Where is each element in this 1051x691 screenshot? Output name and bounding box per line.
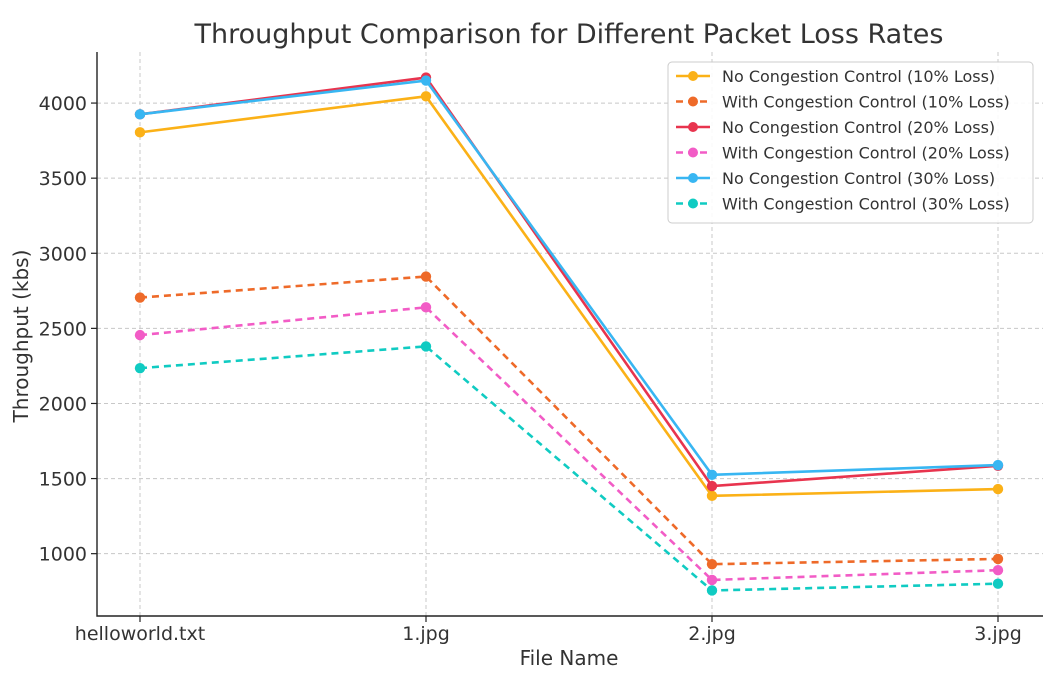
legend-marker [688,96,698,107]
series-4 [134,75,1004,481]
data-point [134,292,146,303]
legend-label: No Congestion Control (10% Loss) [722,67,995,86]
series-0 [134,91,1004,502]
data-point [134,127,146,138]
series-line [139,345,999,592]
y-tick-label: 3000 [39,243,87,265]
series-line [139,76,999,488]
data-point [420,75,432,86]
series-line [139,95,999,498]
legend-item: No Congestion Control (20% Loss) [676,118,995,137]
legend-item: With Congestion Control (10% Loss) [676,93,1010,112]
y-tick-label: 2500 [39,318,87,340]
legend-box [667,61,1034,224]
data-point [992,553,1004,565]
series-5 [134,341,1004,596]
x-tick-label: helloworld.txt [75,623,205,645]
tick-labels: 1000 1500 2000 2500 3000 3500 4000 helloworld.t… [39,93,1022,645]
data-point [706,585,718,596]
legend-label: With Congestion Control (10% Loss) [722,93,1010,112]
legend-marker [688,173,698,183]
data-point [134,329,146,341]
data-point [420,271,432,282]
y-tick-label: 4000 [39,93,87,115]
legend-item: With Congestion Control (20% Loss) [676,144,1010,163]
data-point [420,302,432,313]
data-point [420,341,432,352]
data-point [706,490,718,502]
series-line [139,306,999,582]
y-tick-label: 3500 [39,168,87,190]
series-line [139,275,999,566]
series-1 [134,271,1004,570]
series-3 [134,302,1004,586]
x-tick-label: 2.jpg [688,623,736,645]
y-tick-label: 1500 [39,469,87,491]
data-point [134,109,146,120]
chart-title: Throughput Comparison for Different Pack… [194,19,944,50]
legend-item: No Congestion Control (10% Loss) [676,67,995,86]
legend-label: No Congestion Control (20% Loss) [722,118,995,137]
data-point [706,480,718,492]
legend-label: With Congestion Control (20% Loss) [722,144,1010,163]
legend-item: With Congestion Control (30% Loss) [676,195,1010,214]
axes [91,52,1043,622]
y-axis-label: Throughput (kbs) [9,250,33,424]
data-point [706,574,718,586]
y-tick-label: 2000 [39,393,87,415]
data-point [134,362,146,374]
legend-marker [688,71,698,81]
x-tick-label: 3.jpg [974,623,1022,645]
legend-label: No Congestion Control (30% Loss) [722,169,995,188]
data-point [706,469,718,481]
legend-marker [688,198,698,209]
y-tick-label: 1000 [39,544,87,566]
series-lines [134,72,1004,596]
x-tick-label: 1.jpg [402,623,450,645]
data-point [992,564,1004,576]
data-point [420,91,432,102]
legend-label: With Congestion Control (30% Loss) [722,195,1010,214]
data-point [992,483,1004,495]
data-point [992,578,1004,589]
series-line [139,79,999,477]
legend: No Congestion Control (10% Loss) With Con… [667,61,1034,224]
data-point [706,558,718,570]
legend-marker [688,147,698,158]
x-axis-label: File Name [520,646,619,670]
legend-item: No Congestion Control (30% Loss) [676,169,995,188]
legend-marker [688,122,698,132]
data-point [992,459,1004,471]
axis-spines [96,52,1043,617]
